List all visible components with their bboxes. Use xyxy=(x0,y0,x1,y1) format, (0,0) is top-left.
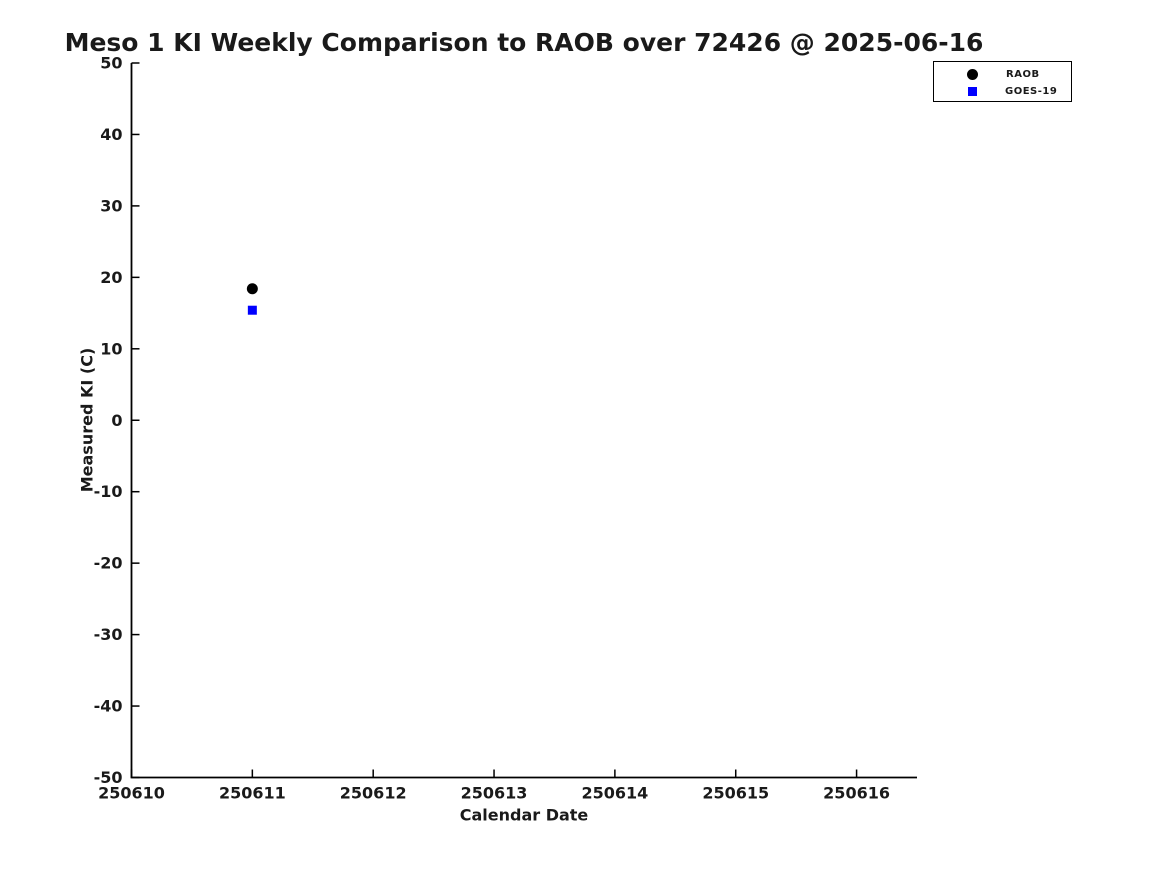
x-tick-label: 250611 xyxy=(219,784,286,803)
y-tick-label: -40 xyxy=(94,697,123,716)
data-point-raob xyxy=(246,283,258,295)
chart-title: Meso 1 KI Weekly Comparison to RAOB over… xyxy=(64,28,984,57)
legend-entry-goes-19: GOES-19 xyxy=(934,83,1071,99)
x-tick-label: 250616 xyxy=(823,784,890,803)
legend-entry-raob: RAOB xyxy=(934,66,1071,82)
data-point-goes-19 xyxy=(247,305,257,315)
square-marker-icon xyxy=(968,86,977,96)
y-tick-label: 30 xyxy=(100,196,122,215)
y-tick-label: 0 xyxy=(111,411,122,430)
x-tick-label: 250613 xyxy=(461,784,528,803)
y-tick-label: 10 xyxy=(100,339,122,358)
y-tick-label: -30 xyxy=(94,625,123,644)
x-axis-label: Calendar Date xyxy=(459,805,589,825)
x-tick-label: 250612 xyxy=(340,784,407,803)
legend-label-goes-19: GOES-19 xyxy=(1005,85,1058,97)
y-axis-label: Measured KI (C) xyxy=(77,347,97,493)
x-tick-label: 250610 xyxy=(98,784,165,803)
y-tick-label: 20 xyxy=(100,268,122,287)
x-tick-label: 250615 xyxy=(702,784,769,803)
x-tick-label: 250614 xyxy=(581,784,648,803)
circle-marker-icon xyxy=(967,68,978,80)
y-tick-label: -20 xyxy=(94,554,123,573)
y-tick-label: -50 xyxy=(94,768,123,787)
y-tick-label: 40 xyxy=(100,125,122,144)
y-tick-label: -10 xyxy=(94,482,123,501)
y-tick-label: 50 xyxy=(100,54,122,73)
legend: RAOB GOES-19 xyxy=(933,61,1072,102)
legend-label-raob: RAOB xyxy=(1006,68,1040,80)
